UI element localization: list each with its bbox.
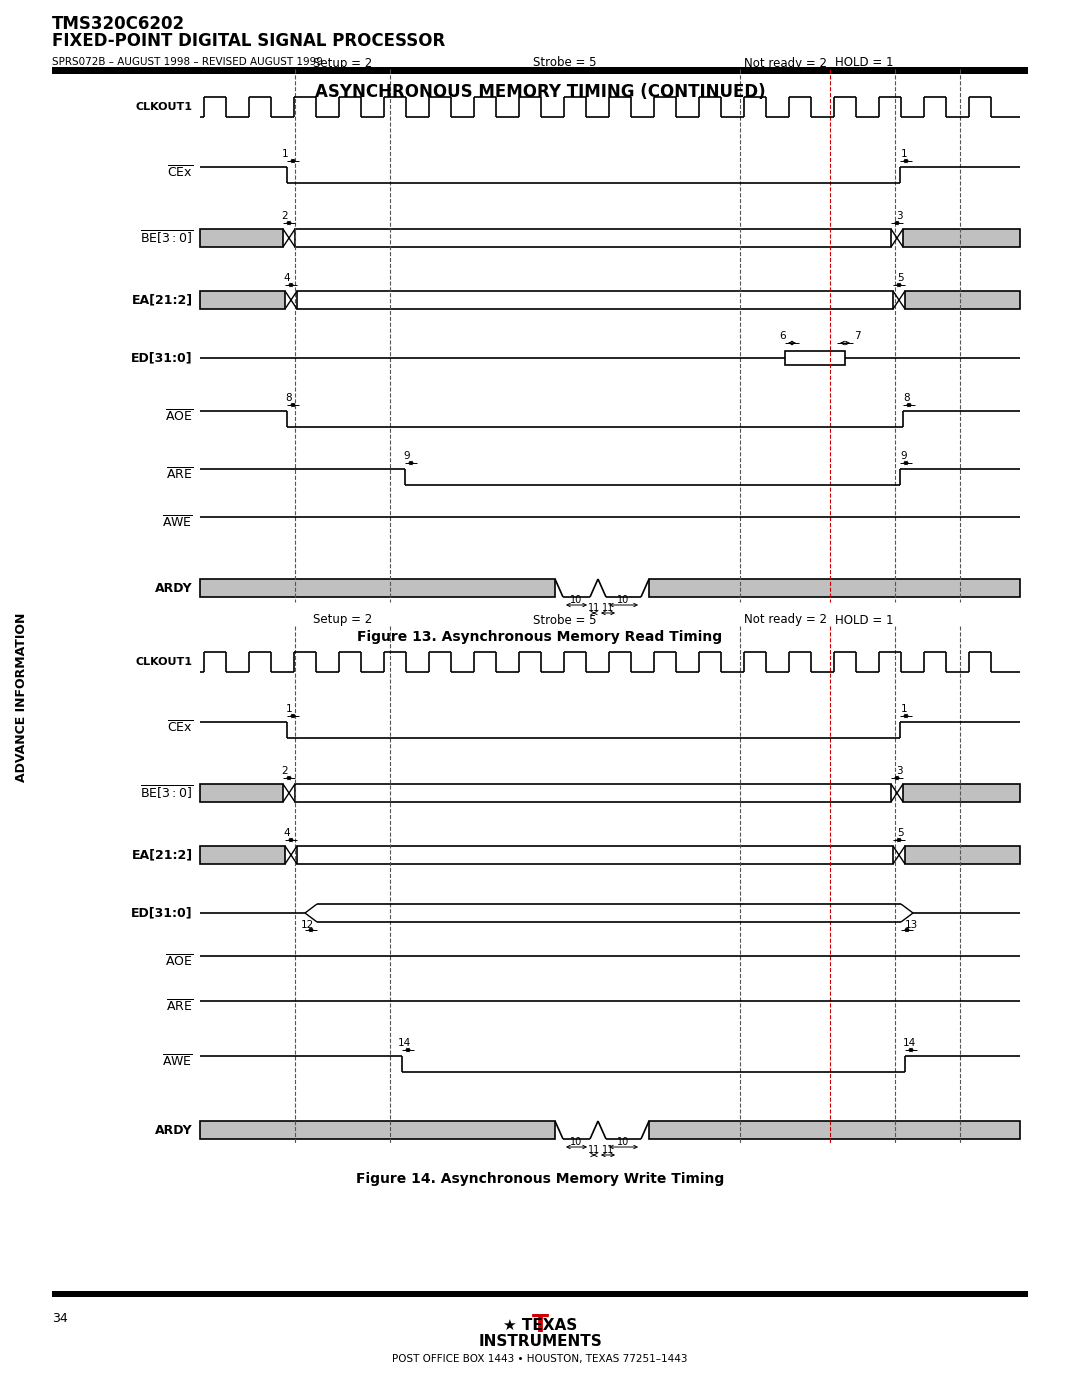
Text: ED[31:0]: ED[31:0] xyxy=(132,907,193,919)
Text: 1: 1 xyxy=(901,704,907,714)
Bar xyxy=(295,229,891,247)
Text: 10: 10 xyxy=(618,1137,630,1147)
Bar xyxy=(52,67,1028,74)
Bar xyxy=(200,229,283,247)
Text: $\overline{\rm CEx}$: $\overline{\rm CEx}$ xyxy=(167,721,193,736)
Text: $\overline{\rm AWE}$: $\overline{\rm AWE}$ xyxy=(162,515,193,531)
Bar xyxy=(200,578,555,597)
Text: POST OFFICE BOX 1443 • HOUSTON, TEXAS 77251–1443: POST OFFICE BOX 1443 • HOUSTON, TEXAS 77… xyxy=(392,1354,688,1363)
Bar xyxy=(200,1120,555,1139)
Text: ★ TEXAS: ★ TEXAS xyxy=(503,1317,577,1333)
Text: 7: 7 xyxy=(853,331,861,341)
Text: 8: 8 xyxy=(286,393,293,402)
Text: $\overline{\rm ARE}$: $\overline{\rm ARE}$ xyxy=(166,999,193,1014)
Text: 2: 2 xyxy=(282,211,288,221)
Text: 14: 14 xyxy=(903,1038,916,1048)
Bar xyxy=(905,291,1020,309)
Text: 4: 4 xyxy=(284,828,291,838)
Bar xyxy=(52,1291,1028,1296)
Text: 10: 10 xyxy=(618,595,630,605)
Text: 1: 1 xyxy=(286,704,293,714)
Bar xyxy=(200,847,285,863)
Text: CLKOUT1: CLKOUT1 xyxy=(136,657,193,666)
Text: 9: 9 xyxy=(404,451,410,461)
Text: 10: 10 xyxy=(570,1137,582,1147)
Text: FIXED-POINT DIGITAL SIGNAL PROCESSOR: FIXED-POINT DIGITAL SIGNAL PROCESSOR xyxy=(52,32,445,50)
Text: 10: 10 xyxy=(570,595,582,605)
Text: Not ready = 2: Not ready = 2 xyxy=(743,613,826,626)
Text: Setup = 2: Setup = 2 xyxy=(313,613,373,626)
Bar xyxy=(649,578,1020,597)
Text: Strobe = 5: Strobe = 5 xyxy=(534,56,597,70)
Text: CLKOUT1: CLKOUT1 xyxy=(136,102,193,112)
Text: 11: 11 xyxy=(602,1146,615,1155)
Text: ED[31:0]: ED[31:0] xyxy=(132,352,193,365)
Text: INSTRUMENTS: INSTRUMENTS xyxy=(478,1334,602,1350)
Text: ADVANCE INFORMATION: ADVANCE INFORMATION xyxy=(15,612,28,782)
Text: $\overline{\rm BE[3:0]}$: $\overline{\rm BE[3:0]}$ xyxy=(139,784,193,802)
Text: 3: 3 xyxy=(895,211,902,221)
Bar xyxy=(785,351,845,365)
Text: Figure 13. Asynchronous Memory Read Timing: Figure 13. Asynchronous Memory Read Timi… xyxy=(357,630,723,644)
Text: 14: 14 xyxy=(397,1038,410,1048)
Bar xyxy=(903,229,1020,247)
Text: Setup = 2: Setup = 2 xyxy=(313,56,373,70)
Text: T: T xyxy=(531,1313,549,1337)
Bar xyxy=(297,291,893,309)
Text: HOLD = 1: HOLD = 1 xyxy=(835,613,893,626)
Text: 1: 1 xyxy=(282,149,288,159)
Text: ARDY: ARDY xyxy=(156,581,193,595)
Text: $\overline{\rm ARE}$: $\overline{\rm ARE}$ xyxy=(166,467,193,483)
Text: 8: 8 xyxy=(904,393,910,402)
Text: Strobe = 5: Strobe = 5 xyxy=(534,613,597,626)
Text: 5: 5 xyxy=(897,828,904,838)
Text: 12: 12 xyxy=(300,921,313,930)
Bar xyxy=(905,847,1020,863)
Text: 5: 5 xyxy=(897,272,904,284)
Text: 11: 11 xyxy=(588,1146,600,1155)
Text: 3: 3 xyxy=(895,766,902,775)
Bar xyxy=(903,784,1020,802)
Text: ASYNCHRONOUS MEMORY TIMING (CONTINUED): ASYNCHRONOUS MEMORY TIMING (CONTINUED) xyxy=(314,82,766,101)
Text: 13: 13 xyxy=(904,921,918,930)
Text: Not ready = 2: Not ready = 2 xyxy=(743,56,826,70)
Text: 11: 11 xyxy=(588,604,600,613)
Text: 1: 1 xyxy=(901,149,907,159)
Text: HOLD = 1: HOLD = 1 xyxy=(835,56,893,70)
Text: $\overline{\rm CEx}$: $\overline{\rm CEx}$ xyxy=(167,165,193,180)
Bar xyxy=(295,784,891,802)
Text: 6: 6 xyxy=(780,331,786,341)
Text: 4: 4 xyxy=(284,272,291,284)
Text: SPRS072B – AUGUST 1998 – REVISED AUGUST 1999: SPRS072B – AUGUST 1998 – REVISED AUGUST … xyxy=(52,57,323,67)
Text: 2: 2 xyxy=(282,766,288,775)
Text: $\overline{\rm AWE}$: $\overline{\rm AWE}$ xyxy=(162,1055,193,1070)
Bar xyxy=(649,1120,1020,1139)
Text: $\overline{\rm AOE}$: $\overline{\rm AOE}$ xyxy=(165,954,193,970)
Text: EA[21:2]: EA[21:2] xyxy=(132,848,193,862)
Bar xyxy=(200,784,283,802)
Text: $\overline{\rm AOE}$: $\overline{\rm AOE}$ xyxy=(165,409,193,425)
Bar xyxy=(297,847,893,863)
Text: EA[21:2]: EA[21:2] xyxy=(132,293,193,306)
Text: ARDY: ARDY xyxy=(156,1123,193,1137)
Text: $\overline{\rm BE[3:0]}$: $\overline{\rm BE[3:0]}$ xyxy=(139,229,193,247)
Text: 11: 11 xyxy=(602,604,615,613)
Text: 34: 34 xyxy=(52,1313,68,1326)
Bar xyxy=(200,291,285,309)
Text: Figure 14. Asynchronous Memory Write Timing: Figure 14. Asynchronous Memory Write Tim… xyxy=(356,1172,724,1186)
Text: TMS320C6202: TMS320C6202 xyxy=(52,15,185,34)
Text: 9: 9 xyxy=(901,451,907,461)
